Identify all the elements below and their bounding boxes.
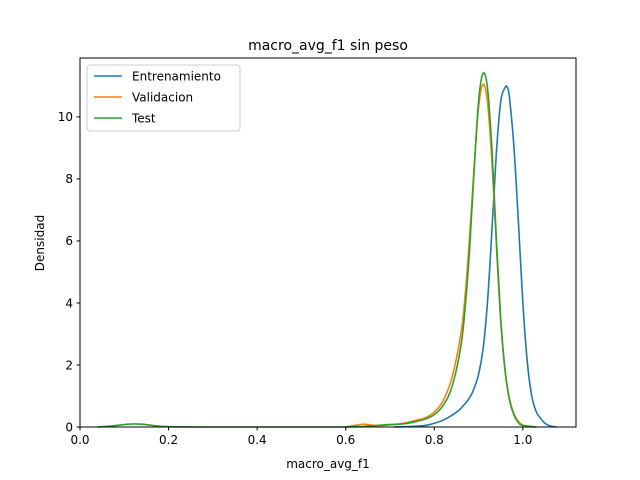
y-tick-label: 6 — [65, 234, 73, 248]
y-tick-label: 0 — [65, 420, 73, 434]
x-axis-label: macro_avg_f1 — [286, 457, 370, 471]
series-line-entrenamiento — [393, 85, 557, 428]
x-tick-label: 0.2 — [159, 433, 178, 447]
x-tick-label: 0.0 — [70, 433, 89, 447]
x-axis-ticks: 0.0 0.2 0.4 0.6 0.8 1.0 — [70, 427, 532, 447]
x-tick-label: 0.8 — [425, 433, 444, 447]
y-axis-ticks: 0 2 4 6 8 10 — [58, 110, 80, 434]
legend-label-entrenamiento: Entrenamiento — [132, 69, 221, 83]
x-tick-label: 0.6 — [336, 433, 355, 447]
x-tick-label: 1.0 — [513, 433, 532, 447]
legend-label-validacion: Validacion — [132, 90, 193, 104]
x-tick-label: 0.4 — [248, 433, 267, 447]
y-tick-label: 4 — [65, 296, 73, 310]
y-axis-label: Densidad — [33, 215, 47, 271]
y-tick-label: 10 — [58, 110, 73, 124]
y-tick-label: 2 — [65, 358, 73, 372]
legend-label-test: Test — [131, 111, 156, 125]
legend: Entrenamiento Validacion Test — [86, 64, 241, 132]
y-tick-label: 8 — [65, 172, 73, 186]
chart-title: macro_avg_f1 sin peso — [248, 38, 408, 54]
legend-box — [86, 64, 241, 132]
plot-frame — [79, 57, 577, 428]
